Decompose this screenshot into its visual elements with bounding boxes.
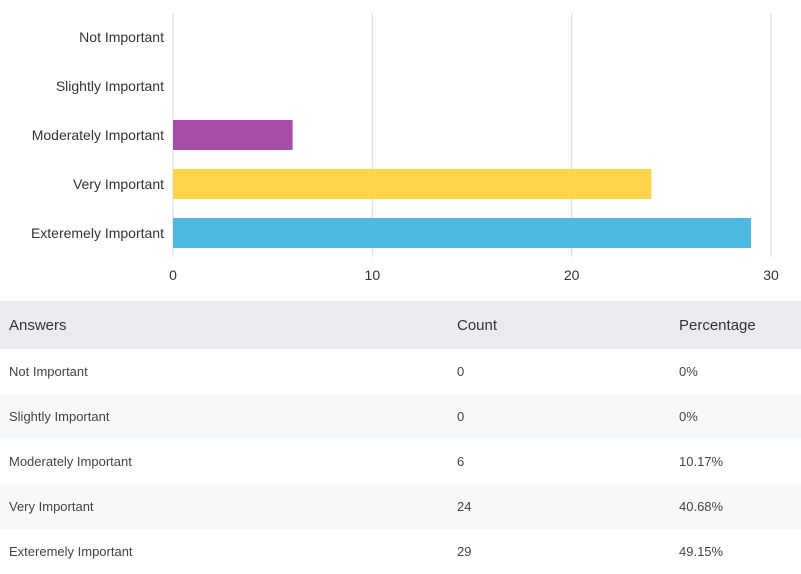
cell-count: 0 — [448, 349, 670, 394]
x-tick-label: 20 — [564, 267, 580, 283]
cell-percentage: 40.68% — [670, 484, 801, 529]
header-answers: Answers — [0, 301, 448, 349]
table-row: Moderately Important 6 10.17% — [0, 439, 801, 484]
table-row: Slightly Important 0 0% — [0, 394, 801, 439]
results-table: Answers Count Percentage Not Important 0… — [0, 301, 801, 574]
table-row: Exteremely Important 29 49.15% — [0, 529, 801, 574]
cell-percentage: 10.17% — [670, 439, 801, 484]
cell-percentage: 0% — [670, 349, 801, 394]
header-percentage: Percentage — [670, 301, 801, 349]
cell-percentage: 0% — [670, 394, 801, 439]
bar — [173, 218, 752, 248]
cell-count: 29 — [448, 529, 670, 574]
table-row: Very Important 24 40.68% — [0, 484, 801, 529]
x-tick-label: 0 — [169, 267, 177, 283]
cell-percentage: 49.15% — [670, 529, 801, 574]
category-label: Exteremely Important — [31, 225, 164, 241]
cell-answer: Very Important — [0, 484, 448, 529]
category-label: Slightly Important — [56, 78, 164, 94]
x-tick-label: 30 — [763, 267, 779, 283]
cell-answer: Not Important — [0, 349, 448, 394]
cell-count: 24 — [448, 484, 670, 529]
bar — [173, 120, 293, 150]
x-tick-label: 10 — [365, 267, 381, 283]
table-row: Not Important 0 0% — [0, 349, 801, 394]
cell-answer: Slightly Important — [0, 394, 448, 439]
cell-count: 6 — [448, 439, 670, 484]
cell-count: 0 — [448, 394, 670, 439]
category-label: Not Important — [79, 29, 164, 45]
bar-chart: Not Important Slightly Important Moderatel… — [31, 13, 779, 283]
category-label: Moderately Important — [32, 127, 164, 143]
table-header-row: Answers Count Percentage — [0, 301, 801, 349]
category-label: Very Important — [73, 176, 164, 192]
cell-answer: Exteremely Important — [0, 529, 448, 574]
cell-answer: Moderately Important — [0, 439, 448, 484]
bar — [173, 169, 652, 199]
header-count: Count — [448, 301, 670, 349]
